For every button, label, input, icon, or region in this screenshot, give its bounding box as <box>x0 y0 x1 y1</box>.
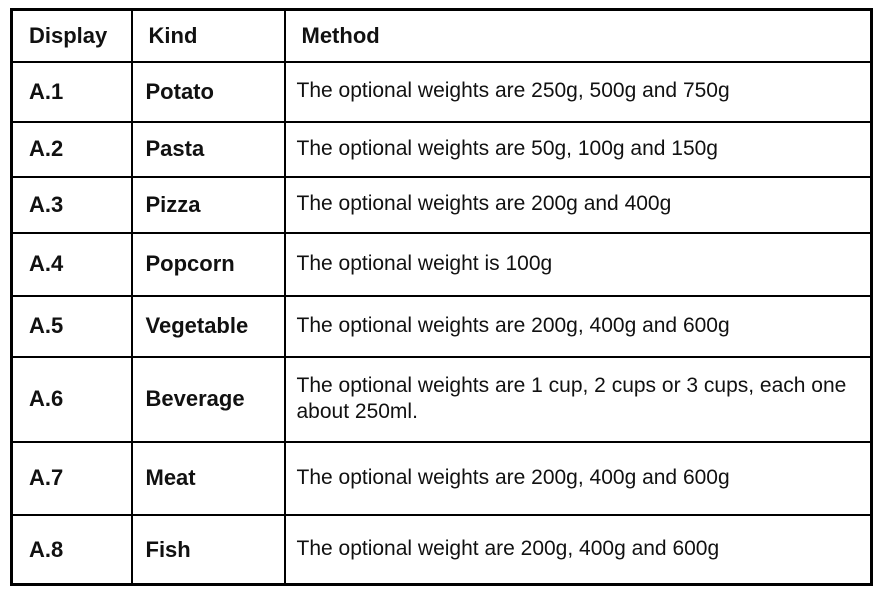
cell-kind: Beverage <box>130 355 286 443</box>
table-row: A.6 Beverage The optional weights are 1 … <box>10 355 873 443</box>
cell-method: The optional weights are 50g, 100g and 1… <box>283 120 873 178</box>
cell-method: The optional weight is 100g <box>283 231 873 297</box>
table-row: A.2 Pasta The optional weights are 50g, … <box>10 120 873 178</box>
cell-kind: Popcorn <box>130 231 286 297</box>
cell-display: A.4 <box>10 231 133 297</box>
table-row: A.1 Potato The optional weights are 250g… <box>10 60 873 123</box>
cell-kind: Potato <box>130 60 286 123</box>
cell-kind: Pizza <box>130 175 286 234</box>
table-row: A.4 Popcorn The optional weight is 100g <box>10 231 873 297</box>
cell-method: The optional weights are 250g, 500g and … <box>283 60 873 123</box>
table-header-row: Display Kind Method <box>10 8 873 63</box>
cell-method: The optional weight are 200g, 400g and 6… <box>283 513 873 586</box>
cell-method: The optional weights are 200g and 400g <box>283 175 873 234</box>
column-header-display: Display <box>10 8 133 63</box>
cell-method: The optional weights are 200g, 400g and … <box>283 294 873 358</box>
cell-kind: Vegetable <box>130 294 286 358</box>
cell-kind: Pasta <box>130 120 286 178</box>
cell-display: A.6 <box>10 355 133 443</box>
cell-display: A.1 <box>10 60 133 123</box>
cell-display: A.2 <box>10 120 133 178</box>
cell-method: The optional weights are 1 cup, 2 cups o… <box>283 355 873 443</box>
cell-display: A.8 <box>10 513 133 586</box>
table-row: A.8 Fish The optional weight are 200g, 4… <box>10 513 873 586</box>
table-row: A.5 Vegetable The optional weights are 2… <box>10 294 873 358</box>
table-row: A.3 Pizza The optional weights are 200g … <box>10 175 873 234</box>
cell-kind: Fish <box>130 513 286 586</box>
cell-method: The optional weights are 200g, 400g and … <box>283 440 873 516</box>
column-header-kind: Kind <box>130 8 286 63</box>
cell-display: A.7 <box>10 440 133 516</box>
cell-kind: Meat <box>130 440 286 516</box>
table-row: A.7 Meat The optional weights are 200g, … <box>10 440 873 516</box>
cell-display: A.5 <box>10 294 133 358</box>
column-header-method: Method <box>283 8 873 63</box>
cell-display: A.3 <box>10 175 133 234</box>
weight-program-table: Display Kind Method A.1 Potato The optio… <box>10 8 873 586</box>
